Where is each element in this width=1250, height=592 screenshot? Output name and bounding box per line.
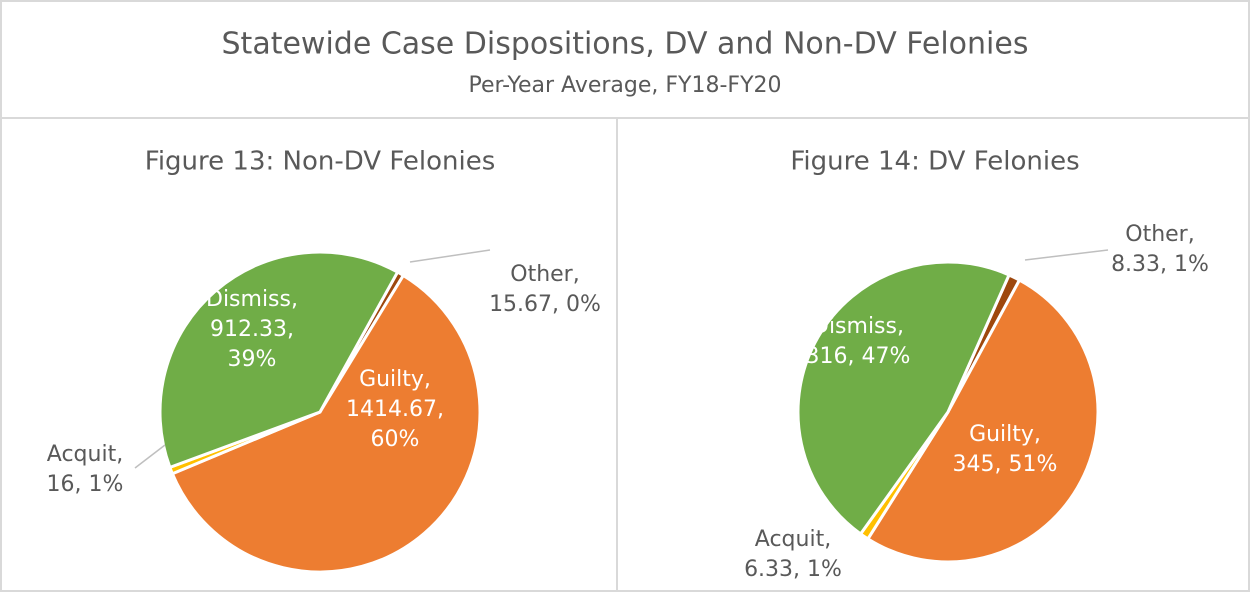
data-label: Dismiss, 912.33, 39% (206, 287, 298, 372)
leader-line (409, 249, 491, 263)
pie-slice (158, 250, 400, 470)
label-line: 60% (371, 427, 420, 452)
pie-slice (796, 260, 1011, 537)
label-line: 16, 1% (47, 472, 124, 497)
label-line: Guilty, (359, 367, 431, 392)
leader-line (134, 444, 166, 469)
label-line: 8.33, 1% (1111, 252, 1209, 277)
data-label: Acquit, 6.33, 1% (744, 527, 842, 582)
pie-slice (865, 278, 1100, 564)
label-line: Other, (1125, 222, 1194, 247)
subtitle: Per-Year Average, FY18-FY20 (469, 73, 782, 98)
label-line: Acquit, (755, 527, 831, 552)
label-line: Acquit, (47, 442, 123, 467)
label-line: 39% (228, 347, 277, 372)
data-label: Guilty, 1414.67, 60% (346, 367, 444, 452)
data-label: Dismiss, 316, 47% (806, 314, 911, 369)
label-line: 1414.67, (346, 397, 444, 422)
label-line: Guilty, (969, 422, 1041, 447)
data-label: Other, 15.67, 0% (489, 262, 601, 317)
pie-slice (170, 273, 482, 574)
label-line: 316, 47% (806, 344, 911, 369)
label-line: 912.33, (210, 317, 294, 342)
data-label: Guilty, 345, 51% (953, 422, 1058, 477)
label-line: 6.33, 1% (744, 557, 842, 582)
label-line: Dismiss, (812, 314, 904, 339)
chart-title: Figure 13: Non-DV Felonies (145, 147, 496, 177)
data-label: Acquit, 16, 1% (47, 442, 124, 497)
label-line: 345, 51% (953, 452, 1058, 477)
title: Statewide Case Dispositions, DV and Non-… (222, 27, 1029, 62)
data-label: Other, 8.33, 1% (1111, 222, 1209, 277)
chart-title: Figure 14: DV Felonies (790, 147, 1079, 177)
label-line: Other, (510, 262, 579, 287)
leader-line (1024, 249, 1109, 261)
label-line: 15.67, 0% (489, 292, 601, 317)
label-line: Dismiss, (206, 287, 298, 312)
